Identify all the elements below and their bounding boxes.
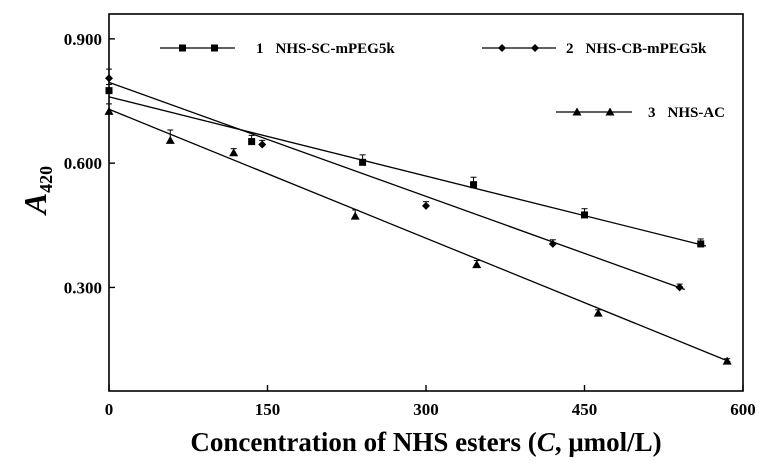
marker-series-3-point-7	[722, 356, 732, 365]
marker-series-2-point-5	[675, 283, 684, 292]
legend-marker-3b	[605, 107, 615, 116]
marker-series-1-point-5	[581, 211, 588, 219]
fit-line-series-1	[108, 96, 707, 247]
marker-series-2-point-3	[422, 201, 430, 210]
marker-series-1-point-6	[697, 240, 705, 248]
marker-series-2-point-2	[258, 140, 267, 149]
legend-marker-3a	[572, 107, 582, 116]
legend-label-3: NHS-AC	[668, 105, 726, 121]
error-bars	[106, 68, 731, 362]
marker-series-2-point-4	[548, 239, 557, 248]
legend-entry-3: 3 NHS-AC	[556, 105, 725, 121]
y-tick-label-0: 0.300	[64, 278, 102, 297]
legend-entry-2: 2 NHS-CB-mPEG5k	[482, 41, 707, 57]
marker-series-3-point-1	[104, 106, 114, 115]
y-axis-label-subscript: 420	[36, 166, 56, 193]
legend-marker-2b	[531, 44, 539, 52]
fit-lines	[108, 81, 731, 363]
x-tick-label-450: 450	[572, 400, 598, 419]
y-axis-label: A420	[17, 166, 56, 216]
legend: 1 NHS-SC-mPEG5k 2 NHS-CB-mPEG5k 3 NHS-AC	[160, 41, 725, 121]
legend-number-2: 2	[566, 41, 574, 57]
data-markers	[104, 74, 732, 365]
y-tick-label-2: 0.900	[64, 30, 102, 49]
legend-marker-1a	[179, 44, 186, 52]
x-axis-label-prefix: Concentration of NHS esters (	[190, 427, 536, 457]
marker-series-2-point-1	[105, 74, 113, 83]
legend-label-1: NHS-SC-mPEG5k	[276, 41, 396, 57]
legend-number-1: 1	[256, 41, 264, 57]
x-axis-label-suffix: , μmol/L)	[555, 427, 662, 457]
marker-series-1-point-4	[470, 181, 478, 189]
legend-number-3: 3	[648, 105, 656, 121]
marker-series-3-point-6	[593, 308, 603, 317]
marker-series-3-point-4	[350, 211, 360, 220]
legend-label-2: NHS-CB-mPEG5k	[586, 41, 708, 57]
marker-series-3-point-2	[165, 135, 175, 144]
legend-marker-2a	[498, 44, 506, 52]
legend-entry-1: 1 NHS-SC-mPEG5k	[160, 41, 395, 57]
x-tick-label-150: 150	[255, 400, 281, 419]
marker-series-3-point-5	[472, 260, 482, 269]
marker-series-3-point-3	[229, 148, 239, 157]
fit-line-series-3	[108, 108, 731, 363]
y-axis-label-main: A	[17, 193, 53, 216]
fit-line-series-2	[108, 81, 686, 291]
marker-series-1-point-2	[248, 138, 256, 146]
axis-ticks	[108, 38, 744, 391]
marker-series-1-point-1	[105, 87, 113, 95]
x-tick-label-300: 300	[413, 400, 439, 419]
x-axis-label-variable: C	[537, 427, 556, 457]
x-tick-labels: 0 150 300 450 600	[105, 400, 756, 419]
marker-series-1-point-3	[359, 158, 367, 166]
legend-marker-1b	[211, 44, 218, 52]
x-axis-label: Concentration of NHS esters (C, μmol/L)	[190, 427, 661, 457]
y-tick-labels: 0.300 0.600 0.900	[64, 30, 102, 298]
x-tick-label-0: 0	[105, 400, 114, 419]
y-tick-label-1: 0.600	[64, 154, 102, 173]
x-tick-label-600: 600	[730, 400, 756, 419]
